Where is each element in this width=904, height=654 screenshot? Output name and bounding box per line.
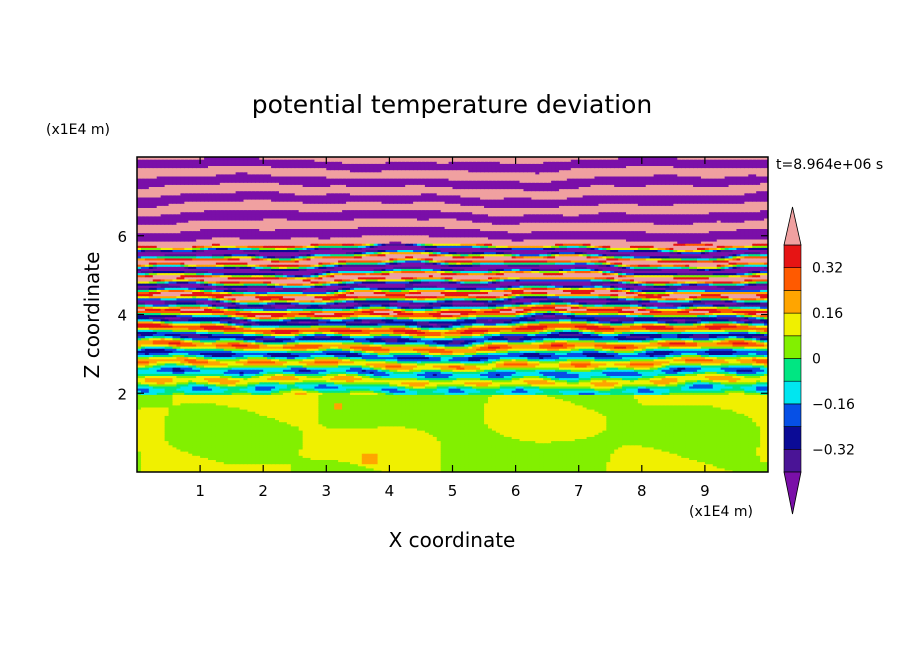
heatmap-field	[137, 157, 769, 473]
chart-title: potential temperature deviation	[252, 90, 652, 119]
y-unit-label: (x1E4 m)	[46, 122, 110, 138]
time-label: t=8.964e+06 s	[776, 157, 883, 173]
